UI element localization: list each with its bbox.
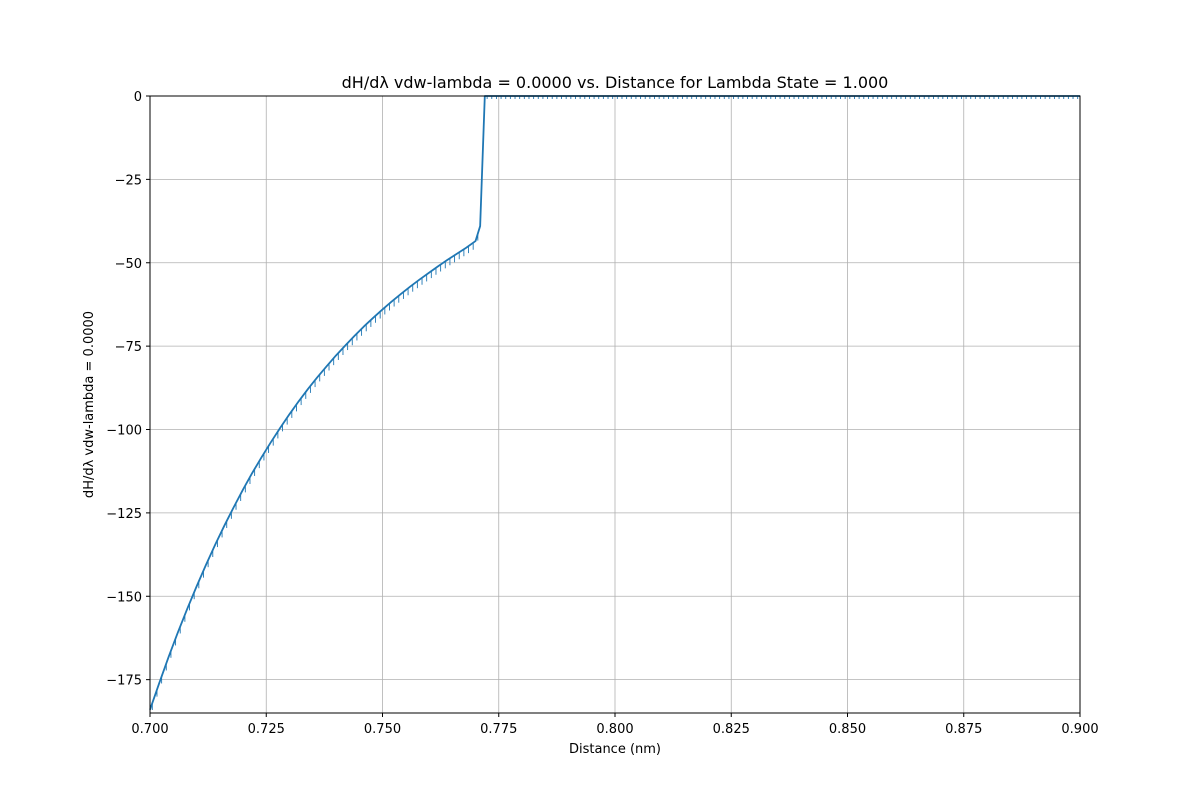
x-tick-label: 0.725 xyxy=(248,722,285,737)
x-tick-label: 0.850 xyxy=(829,722,866,737)
y-tick-label: −175 xyxy=(106,674,142,689)
y-tick-label: −100 xyxy=(106,424,142,439)
x-axis-ticks: 0.700 0.725 0.750 0.775 0.800 0.825 0.850 0.875… xyxy=(131,713,1099,737)
y-axis-ticks: 0 −25 −50 −75 −100 −125 −150 −175 xyxy=(106,90,150,689)
x-tick-label: 0.875 xyxy=(945,722,982,737)
y-tick-label: −75 xyxy=(115,340,142,355)
x-tick-label: 0.700 xyxy=(131,722,168,737)
y-tick-label: −150 xyxy=(106,590,142,605)
x-tick-label: 0.775 xyxy=(480,722,517,737)
x-tick-label: 0.900 xyxy=(1061,722,1098,737)
x-axis-label: Distance (nm) xyxy=(569,742,661,757)
x-tick-label: 0.750 xyxy=(364,722,401,737)
y-tick-label: −50 xyxy=(115,257,142,272)
x-tick-label: 0.800 xyxy=(596,722,633,737)
y-tick-label: −25 xyxy=(115,173,142,188)
chart-title: dH/dλ vdw-lambda = 0.0000 vs. Distance f… xyxy=(342,73,889,92)
y-tick-label: −125 xyxy=(106,507,142,522)
y-axis-label: dH/dλ vdw-lambda = 0.0000 xyxy=(82,311,97,498)
x-tick-label: 0.825 xyxy=(713,722,750,737)
y-tick-label: 0 xyxy=(134,90,142,105)
